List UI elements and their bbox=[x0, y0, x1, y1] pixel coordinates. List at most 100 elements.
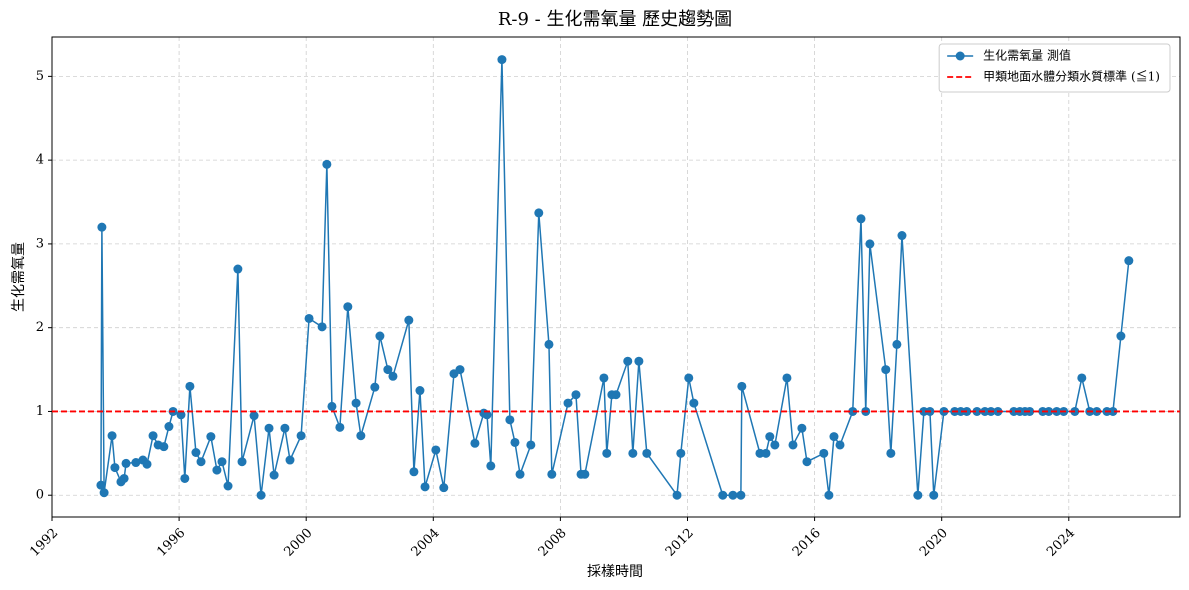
data-point bbox=[107, 431, 117, 441]
data-point bbox=[196, 457, 206, 467]
data-point bbox=[736, 490, 746, 500]
data-point bbox=[782, 373, 792, 383]
x-tick-label: 2020 bbox=[917, 526, 951, 560]
data-point bbox=[217, 457, 227, 467]
plot-frame bbox=[51, 36, 1181, 518]
data-point bbox=[470, 438, 480, 448]
data-point bbox=[802, 457, 812, 467]
data-point bbox=[676, 448, 686, 458]
data-point bbox=[185, 381, 195, 391]
data-point bbox=[580, 469, 590, 479]
data-point bbox=[455, 365, 465, 375]
x-tick-label: 1996 bbox=[154, 526, 188, 560]
data-point bbox=[486, 461, 496, 471]
x-tick-label: 1992 bbox=[27, 526, 61, 560]
x-tick-label: 2000 bbox=[281, 526, 315, 560]
data-point bbox=[1124, 256, 1134, 266]
data-point bbox=[206, 432, 216, 442]
data-point bbox=[544, 339, 554, 349]
x-tick-label: 2008 bbox=[536, 526, 570, 560]
data-point bbox=[684, 373, 694, 383]
series-line bbox=[100, 59, 1130, 498]
x-tick-label: 2016 bbox=[790, 526, 824, 560]
data-point bbox=[370, 382, 380, 392]
data-point bbox=[835, 440, 845, 450]
x-tick-label: 2024 bbox=[1044, 526, 1078, 560]
data-point bbox=[280, 423, 290, 433]
y-tick-label: 3 bbox=[36, 236, 44, 251]
data-point bbox=[285, 455, 295, 465]
data-point bbox=[431, 445, 441, 455]
data-point bbox=[99, 488, 109, 498]
data-point bbox=[383, 365, 393, 375]
data-point bbox=[770, 440, 780, 450]
data-point bbox=[159, 442, 169, 452]
data-point bbox=[1116, 331, 1126, 341]
data-point bbox=[131, 458, 141, 468]
data-point bbox=[505, 415, 515, 425]
data-point bbox=[249, 411, 259, 421]
data-point bbox=[237, 457, 247, 467]
y-axis-label: 生化需氧量 bbox=[11, 242, 27, 312]
data-point bbox=[497, 55, 507, 65]
data-point bbox=[1077, 373, 1087, 383]
data-point bbox=[212, 465, 222, 475]
data-point bbox=[356, 431, 366, 441]
y-tick-label: 5 bbox=[36, 69, 44, 84]
data-point bbox=[304, 313, 314, 323]
data-point bbox=[256, 490, 266, 500]
data-point bbox=[510, 437, 520, 447]
data-point bbox=[892, 339, 902, 349]
data-point bbox=[148, 431, 158, 441]
data-point bbox=[335, 422, 345, 432]
data-point bbox=[121, 458, 131, 468]
data-point bbox=[913, 490, 923, 500]
data-point bbox=[482, 410, 492, 420]
data-point bbox=[1044, 406, 1054, 416]
data-point bbox=[886, 448, 896, 458]
data-point bbox=[897, 231, 907, 241]
data-point bbox=[526, 440, 536, 450]
data-point bbox=[515, 469, 525, 479]
data-point bbox=[233, 264, 243, 274]
data-point bbox=[602, 448, 612, 458]
data-point bbox=[375, 331, 385, 341]
y-tick-label: 1 bbox=[36, 404, 44, 419]
data-point bbox=[829, 432, 839, 442]
data-point bbox=[296, 431, 306, 441]
data-point bbox=[180, 473, 190, 483]
data-point bbox=[642, 448, 652, 458]
legend-label: 甲類地面水體分類水質標準 (≦1) bbox=[983, 69, 1160, 84]
data-point bbox=[110, 463, 120, 473]
data-point bbox=[599, 373, 609, 383]
data-point bbox=[929, 490, 939, 500]
data-point bbox=[97, 222, 107, 232]
data-point bbox=[765, 432, 775, 442]
y-tick-label: 0 bbox=[36, 488, 44, 503]
data-point bbox=[611, 390, 621, 400]
data-point bbox=[317, 322, 327, 332]
legend-label: 生化需氧量 測值 bbox=[983, 48, 1071, 63]
data-point bbox=[797, 423, 807, 433]
legend-marker bbox=[955, 51, 965, 61]
data-point bbox=[164, 422, 174, 432]
data-point bbox=[628, 448, 638, 458]
data-point bbox=[439, 483, 449, 493]
data-point bbox=[420, 482, 430, 492]
data-point bbox=[737, 381, 747, 391]
data-point bbox=[824, 490, 834, 500]
data-point bbox=[96, 480, 106, 490]
data-point bbox=[404, 315, 414, 325]
data-point bbox=[718, 490, 728, 500]
data-point bbox=[563, 398, 573, 408]
data-point bbox=[623, 356, 633, 366]
data-point bbox=[269, 470, 279, 480]
data-point bbox=[848, 406, 858, 416]
data-point bbox=[856, 214, 866, 224]
data-point bbox=[119, 473, 129, 483]
data-point bbox=[176, 410, 186, 420]
data-point bbox=[415, 386, 425, 396]
data-point bbox=[388, 371, 398, 381]
data-point bbox=[264, 423, 274, 433]
